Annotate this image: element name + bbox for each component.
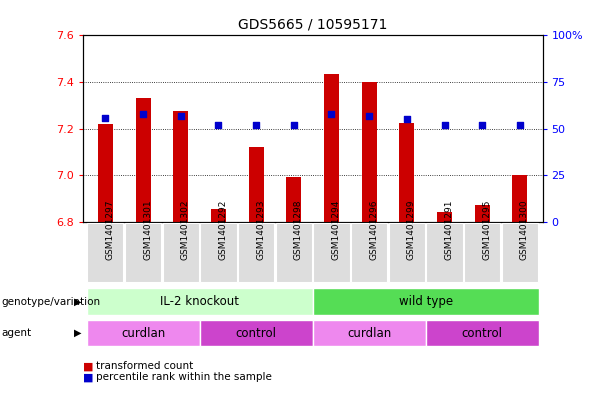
Text: GSM1401297: GSM1401297	[105, 199, 115, 260]
Point	[327, 111, 337, 117]
Text: GSM1401292: GSM1401292	[218, 199, 227, 259]
Bar	[286, 176, 302, 222]
Text: genotype/variation: genotype/variation	[1, 297, 101, 307]
FancyBboxPatch shape	[389, 223, 425, 282]
Bar	[399, 123, 414, 222]
FancyBboxPatch shape	[162, 223, 199, 282]
Point	[440, 122, 449, 128]
Point	[289, 122, 299, 128]
FancyBboxPatch shape	[313, 288, 539, 315]
Text: GSM1401299: GSM1401299	[407, 199, 416, 260]
Title: GDS5665 / 10595171: GDS5665 / 10595171	[238, 17, 387, 31]
Text: GSM1401298: GSM1401298	[294, 199, 303, 260]
FancyBboxPatch shape	[276, 223, 312, 282]
FancyBboxPatch shape	[351, 223, 387, 282]
Bar	[437, 211, 452, 222]
FancyBboxPatch shape	[125, 223, 161, 282]
Text: GSM1401302: GSM1401302	[181, 199, 190, 260]
Point	[101, 114, 110, 121]
Text: control: control	[462, 327, 503, 340]
Text: control: control	[235, 327, 276, 340]
FancyBboxPatch shape	[200, 223, 237, 282]
Text: GSM1401301: GSM1401301	[143, 199, 152, 260]
Text: agent: agent	[1, 328, 31, 338]
Text: ▶: ▶	[74, 328, 81, 338]
Bar	[248, 147, 264, 222]
Point	[402, 116, 412, 123]
Point	[364, 112, 374, 119]
Bar	[173, 111, 188, 222]
FancyBboxPatch shape	[86, 320, 200, 346]
Text: GSM1401300: GSM1401300	[520, 199, 529, 260]
Bar	[211, 209, 226, 222]
Text: ▶: ▶	[74, 297, 81, 307]
Text: ■: ■	[83, 372, 93, 382]
Point	[478, 122, 487, 128]
Text: GSM1401296: GSM1401296	[369, 199, 378, 260]
Text: GSM1401295: GSM1401295	[482, 199, 491, 260]
FancyBboxPatch shape	[86, 288, 313, 315]
Text: GSM1401294: GSM1401294	[332, 199, 340, 259]
Bar	[135, 98, 151, 222]
FancyBboxPatch shape	[464, 223, 500, 282]
FancyBboxPatch shape	[313, 223, 349, 282]
Point	[176, 112, 186, 119]
Point	[251, 122, 261, 128]
Bar	[324, 74, 339, 222]
Point	[138, 111, 148, 117]
FancyBboxPatch shape	[427, 223, 463, 282]
FancyBboxPatch shape	[502, 223, 538, 282]
Text: GSM1401291: GSM1401291	[444, 199, 454, 260]
Bar	[474, 204, 490, 222]
Text: GSM1401293: GSM1401293	[256, 199, 265, 260]
Text: wild type: wild type	[398, 295, 453, 308]
Bar	[98, 124, 113, 222]
Text: curdlan: curdlan	[121, 327, 165, 340]
Bar	[362, 82, 377, 222]
Text: IL-2 knockout: IL-2 knockout	[160, 295, 239, 308]
Bar	[512, 175, 527, 222]
FancyBboxPatch shape	[238, 223, 274, 282]
FancyBboxPatch shape	[200, 320, 313, 346]
FancyBboxPatch shape	[425, 320, 539, 346]
FancyBboxPatch shape	[87, 223, 123, 282]
Point	[515, 122, 525, 128]
Text: percentile rank within the sample: percentile rank within the sample	[96, 372, 272, 382]
FancyBboxPatch shape	[313, 320, 425, 346]
Text: curdlan: curdlan	[347, 327, 391, 340]
Text: ■: ■	[83, 361, 93, 371]
Point	[213, 122, 223, 128]
Text: transformed count: transformed count	[96, 361, 194, 371]
